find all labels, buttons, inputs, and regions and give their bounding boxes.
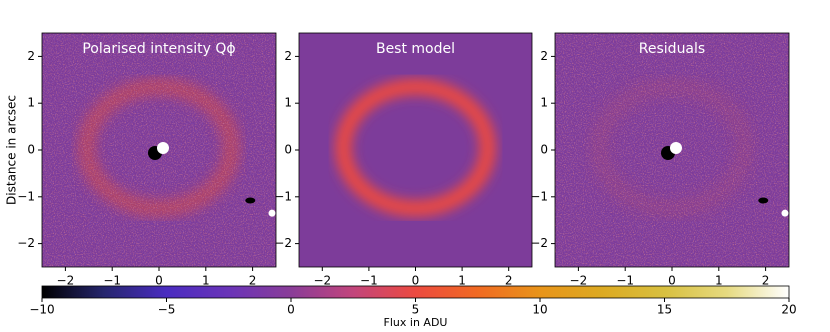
image	[555, 33, 789, 267]
y-tick-label: 2	[27, 49, 35, 63]
star-artifact	[245, 197, 256, 204]
star-artifact	[781, 209, 789, 217]
panel-title: Best model	[376, 41, 455, 57]
x-tick-label: 0	[155, 274, 163, 288]
x-tick-label: 1	[458, 274, 466, 288]
panel-title: Polarised intensity Qϕ	[82, 41, 235, 57]
x-tick-label: −2	[570, 274, 588, 288]
center-white	[670, 142, 682, 154]
x-tick-label: 0	[412, 274, 420, 288]
image-background	[299, 33, 532, 267]
center-white	[157, 142, 169, 154]
x-tick-label: −1	[103, 274, 121, 288]
colorbar-tick-label: 15	[657, 303, 672, 317]
x-tick-label: −1	[360, 274, 378, 288]
y-tick-label: 0	[284, 143, 292, 157]
x-tick-label: 1	[202, 274, 210, 288]
model-ring	[335, 78, 496, 217]
image	[42, 33, 276, 267]
y-tick-label: −1	[274, 189, 292, 203]
star-artifact	[268, 209, 276, 217]
y-axis-label: Distance in arcsec	[5, 95, 19, 205]
y-tick-label: 0	[540, 143, 548, 157]
colorbar-tick-label: 5	[412, 303, 420, 317]
x-tick-label: −2	[313, 274, 331, 288]
y-tick-label: 1	[27, 96, 35, 110]
y-tick-label: 2	[284, 49, 292, 63]
image	[299, 33, 532, 267]
panel-title: Residuals	[639, 41, 705, 57]
colorbar-tick-label: −10	[29, 303, 54, 317]
x-tick-label: 2	[249, 274, 257, 288]
y-tick-label: 0	[27, 143, 35, 157]
y-tick-label: −2	[530, 236, 548, 250]
x-tick-label: 0	[668, 274, 676, 288]
x-tick-label: −2	[57, 274, 75, 288]
y-tick-label: −1	[530, 189, 548, 203]
y-tick-label: −2	[17, 236, 35, 250]
colorbar-tick-label: 0	[287, 303, 295, 317]
y-tick-label: 1	[540, 96, 548, 110]
colorbar-tick-label: 20	[781, 303, 796, 317]
x-tick-label: 1	[715, 274, 723, 288]
colorbar-label: Flux in ADU	[384, 316, 448, 329]
y-tick-label: 1	[284, 96, 292, 110]
star-artifact	[758, 197, 769, 204]
x-tick-label: −1	[616, 274, 634, 288]
y-tick-label: −2	[274, 236, 292, 250]
colorbar-tick-label: 10	[532, 303, 547, 317]
y-tick-label: −1	[17, 189, 35, 203]
colorbar-tick-label: −5	[158, 303, 176, 317]
y-tick-label: 2	[540, 49, 548, 63]
colorbar	[41, 285, 790, 299]
x-tick-label: 2	[505, 274, 513, 288]
x-tick-label: 2	[762, 274, 770, 288]
